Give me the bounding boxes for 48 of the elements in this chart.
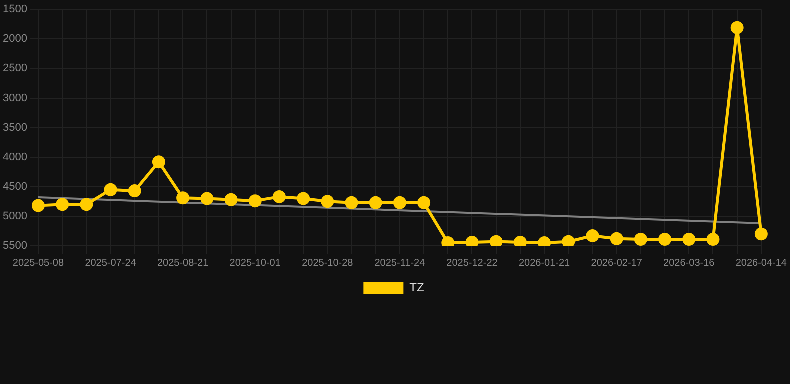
point: [634, 233, 648, 246]
point: [369, 196, 382, 210]
y-tick-label: 1500: [2, 4, 28, 16]
point: [586, 229, 600, 242]
point: [272, 190, 286, 204]
point: [658, 233, 672, 246]
point: [32, 199, 45, 212]
point: [345, 196, 358, 210]
y-tick-label: 5000: [2, 210, 28, 222]
x-tick-label: 2026-04-14: [736, 258, 788, 269]
y-tick-label: 3500: [2, 122, 28, 134]
y-tick-label: 4000: [2, 151, 28, 164]
point: [248, 194, 262, 208]
y-tick-label: 5500: [2, 240, 28, 252]
x-tick-label: 2025-12-22: [446, 258, 498, 269]
point: [56, 198, 70, 212]
x-tick-label: 2026-03-16: [664, 258, 716, 269]
y-tick-label: 4500: [2, 180, 28, 193]
point: [393, 196, 406, 210]
point: [80, 198, 94, 212]
y-tick-label: 2500: [2, 62, 28, 75]
point: [730, 21, 744, 34]
point: [682, 233, 696, 246]
point: [490, 235, 503, 246]
point: [176, 192, 190, 205]
y-tick-label: 2000: [2, 33, 28, 46]
point: [104, 183, 118, 196]
x-tick-label: 2025-10-01: [230, 258, 282, 269]
point: [706, 233, 720, 246]
x-tick-label: 2026-02-17: [591, 258, 643, 269]
point: [128, 184, 142, 198]
point: [321, 195, 334, 208]
point: [297, 192, 310, 206]
x-tick-label: 2025-07-24: [85, 258, 137, 269]
x-tick-label: 2026-01-21: [518, 258, 571, 269]
x-tick-label: 2025-05-08: [12, 258, 64, 269]
point: [562, 235, 576, 246]
point: [200, 192, 214, 206]
point: [152, 156, 166, 169]
point: [754, 228, 768, 241]
legend-label: TZ: [410, 280, 424, 294]
x-tick-label: 2025-10-28: [302, 258, 354, 269]
x-tick-label: 2025-08-21: [157, 258, 210, 269]
x-tick-label: 2025-11-24: [374, 258, 426, 269]
point: [418, 196, 431, 210]
y-tick-label: 3000: [2, 92, 28, 104]
point: [224, 193, 238, 206]
point: [610, 232, 624, 246]
